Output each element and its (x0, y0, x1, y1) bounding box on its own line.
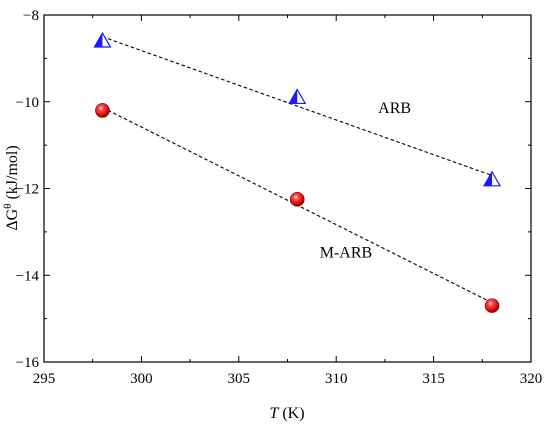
x-axis-ticks: 295 300 305 310 315 320 (33, 15, 543, 387)
x-axis-title: T (K) (269, 405, 304, 422)
x-tick-label: 310 (325, 371, 348, 387)
y-tick-label: −14 (16, 268, 40, 284)
x-axis-title-unit: (K) (278, 405, 304, 422)
y-axis-title: ΔGθ (kJ/mol) (2, 145, 21, 230)
y-tick-label: −16 (16, 355, 40, 371)
series-arb: ARB (93, 31, 502, 187)
y-tick-label: −8 (23, 8, 39, 24)
series-m-arb: M-ARB (95, 103, 500, 313)
x-tick-label: 320 (520, 371, 543, 387)
series-label: M-ARB (320, 245, 372, 262)
fit-line (102, 36, 493, 177)
y-tick-label: −10 (16, 95, 39, 111)
x-axis-title-variable: T (269, 405, 279, 422)
y-tick-label: −12 (16, 182, 39, 198)
y-axis-ticks: −16 −14 −12 −10 −8 (16, 8, 531, 371)
data-point-sphere (95, 103, 110, 118)
x-tick-label: 315 (422, 371, 445, 387)
y-axis-title-unit: (kJ/mol) (4, 145, 21, 203)
x-tick-label: 300 (130, 371, 153, 387)
data-point-sphere (484, 298, 500, 313)
x-tick-label: 305 (228, 371, 251, 387)
data-point-triangle-fill (94, 33, 103, 48)
data-point-sphere (289, 192, 305, 207)
series-layer: ARB M-ARB (93, 31, 502, 313)
series-label: ARB (378, 100, 411, 117)
x-tick-label: 295 (33, 371, 56, 387)
data-point-triangle-fill (289, 89, 298, 104)
data-point-triangle-fill (484, 171, 493, 186)
plot-area-border (43, 14, 532, 363)
y-axis-title-superscript: θ (2, 204, 14, 209)
y-axis-title-symbol: ΔG (4, 208, 21, 230)
plot-frame (43, 14, 532, 363)
